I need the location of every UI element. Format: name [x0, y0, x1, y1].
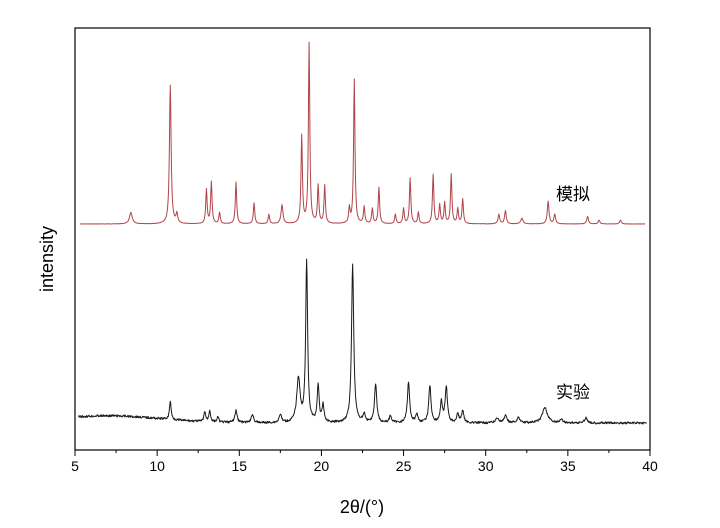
- experimental-pattern-line: [78, 258, 648, 425]
- x-axis-tick-labels: 5 10 15 20 25 30 35 40: [71, 458, 658, 474]
- x-axis-title: 2θ/(°): [340, 497, 384, 517]
- x-tick-label: 5: [71, 458, 79, 474]
- series-traces: [78, 41, 648, 425]
- x-axis-ticks: [74, 450, 651, 456]
- x-tick-label: 15: [231, 458, 247, 474]
- series-label-experimental: 实验: [556, 383, 590, 403]
- x-tick-label: 35: [560, 458, 576, 474]
- x-tick-label: 10: [149, 458, 165, 474]
- x-tick-label: 25: [396, 458, 412, 474]
- x-tick-label: 40: [642, 458, 658, 474]
- series-label-simulated: 模拟: [556, 185, 590, 205]
- x-tick-label: 30: [478, 458, 494, 474]
- y-axis-title: intensity: [37, 226, 57, 292]
- x-tick-label: 20: [314, 458, 330, 474]
- simulated-pattern-line: [79, 41, 646, 225]
